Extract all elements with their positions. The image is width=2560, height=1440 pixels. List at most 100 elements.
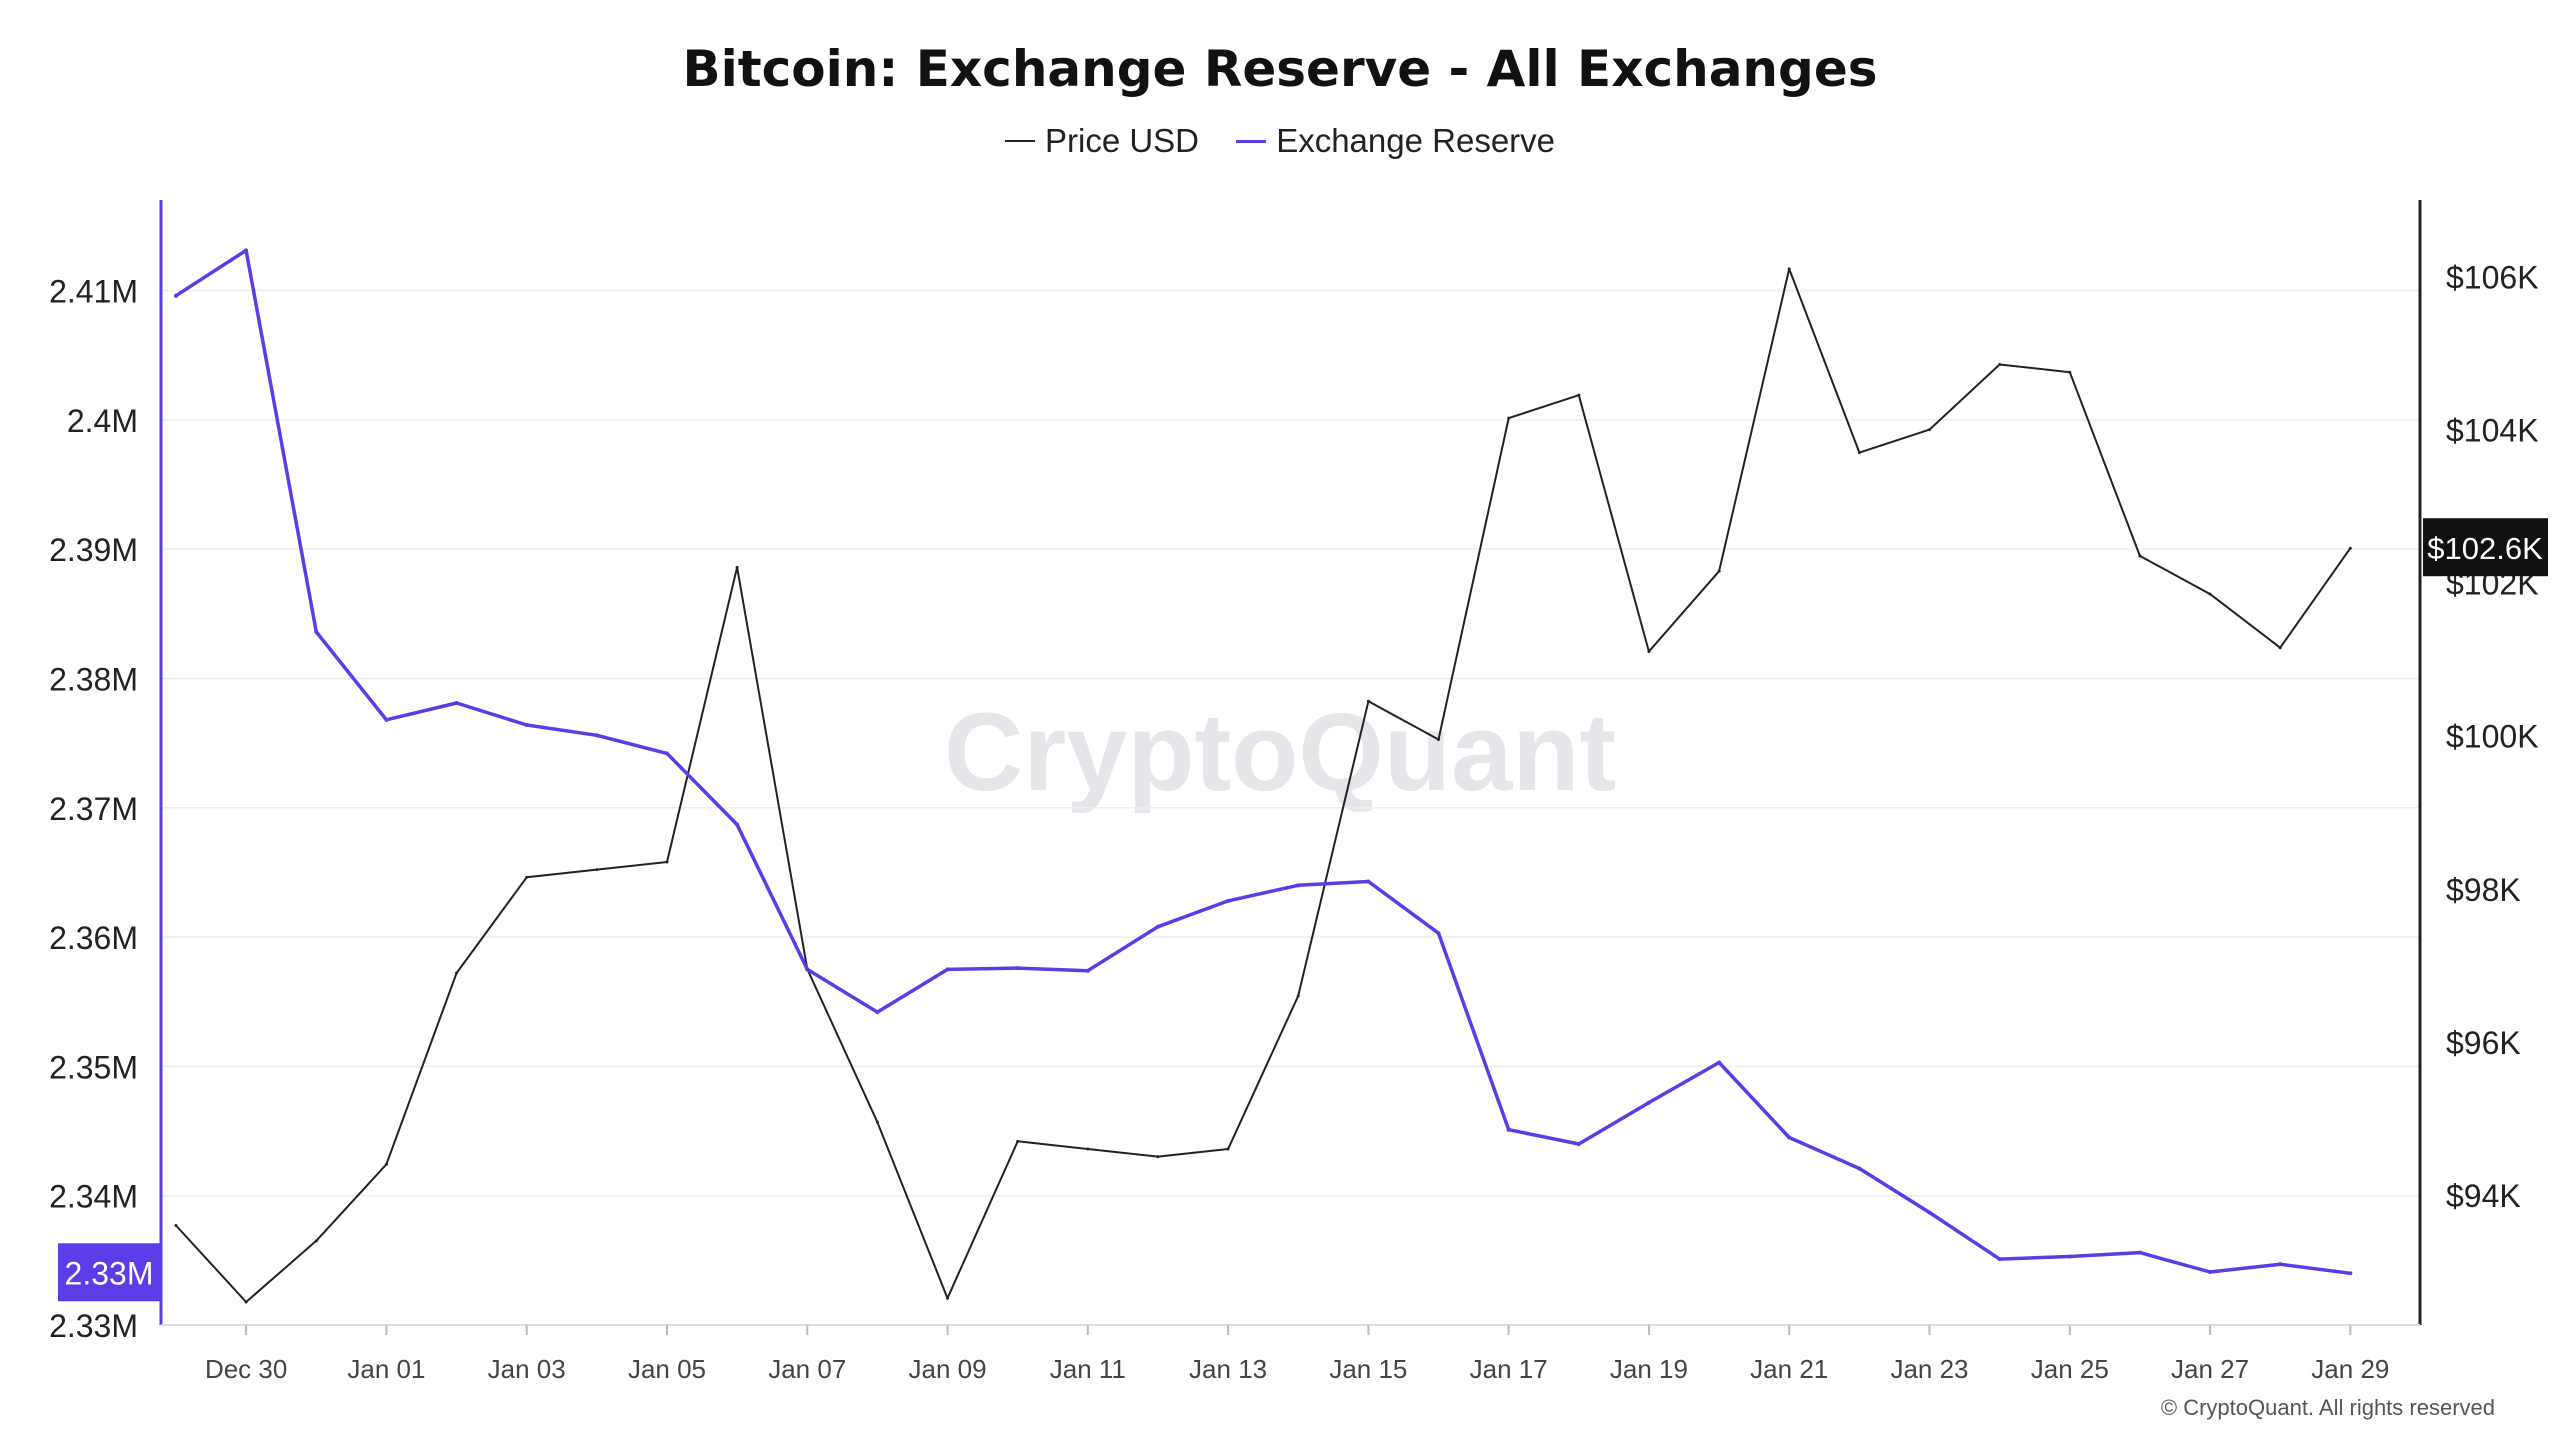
- left-tick-label: 2.36M: [49, 920, 138, 956]
- x-tick-label: Jan 17: [1470, 1354, 1548, 1384]
- price-point: [1156, 1155, 1160, 1159]
- legend-swatch-reserve: [1236, 139, 1267, 143]
- x-tick-label: Jan 19: [1610, 1354, 1688, 1384]
- price-point: [314, 1239, 318, 1243]
- current-reserve-label: 2.33M: [65, 1255, 154, 1291]
- reserve-point: [945, 967, 950, 972]
- reserve-point: [1366, 879, 1371, 884]
- right-tick-label: $96K: [2446, 1025, 2521, 1061]
- x-tick-label: Jan 13: [1189, 1354, 1267, 1384]
- price-point: [455, 971, 459, 975]
- reserve-point: [1717, 1060, 1722, 1065]
- x-tick-label: Dec 30: [205, 1354, 287, 1384]
- reserve-point: [1436, 931, 1441, 936]
- series-lines: [174, 248, 2353, 1304]
- current-price-label: $102.6K: [2427, 531, 2543, 566]
- right-tick-label: $94K: [2446, 1178, 2521, 1214]
- watermark: CryptoQuant: [944, 691, 1616, 814]
- price-point: [595, 868, 599, 872]
- copyright-notice: © CryptoQuant. All rights reserved: [2160, 1395, 2495, 1420]
- reserve-point: [1576, 1141, 1581, 1146]
- reserve-point: [1506, 1127, 1511, 1132]
- x-tick-label: Jan 21: [1750, 1354, 1828, 1384]
- reserve-point: [384, 717, 389, 722]
- x-tick-label: Jan 01: [347, 1354, 425, 1384]
- price-point: [2278, 646, 2282, 650]
- price-point: [1928, 428, 1931, 432]
- x-tick-label: Jan 27: [2171, 1354, 2249, 1384]
- left-tick-label: 2.4M: [67, 403, 138, 439]
- reserve-point: [174, 293, 178, 298]
- reserve-point: [1085, 968, 1090, 973]
- price-point: [2138, 554, 2142, 558]
- reserve-point: [454, 701, 459, 706]
- grid-lines: [161, 289, 2420, 1326]
- price-point: [875, 1120, 879, 1124]
- left-axis-ticks: 2.33M 2.34M 2.35M 2.36M 2.37M 2.38M 2.39M 2.4M 2…: [49, 274, 138, 1344]
- reserve-point: [1857, 1166, 1862, 1171]
- current-reserve-badge: [58, 1243, 161, 1302]
- left-tick-label: 2.34M: [49, 1179, 138, 1215]
- reserve-point: [2208, 1269, 2213, 1274]
- x-tick-label: Jan 03: [488, 1354, 566, 1384]
- reserve-point: [664, 751, 669, 756]
- reserve-point: [594, 733, 599, 738]
- price-point: [1437, 738, 1441, 742]
- right-tick-label: $98K: [2446, 872, 2521, 908]
- price-point: [1226, 1147, 1230, 1151]
- x-tick-label: Jan 07: [768, 1354, 846, 1384]
- price-point: [1717, 569, 1721, 573]
- reserve-point: [1787, 1135, 1792, 1140]
- reserve-point: [1646, 1100, 1651, 1105]
- x-tick-label: Jan 25: [2031, 1354, 2109, 1384]
- price-usd-line: [175, 267, 2352, 1303]
- x-tick-label: Jan 23: [1890, 1354, 1968, 1384]
- reserve-point: [1997, 1257, 2002, 1262]
- left-tick-label: 2.38M: [49, 661, 138, 697]
- price-point: [384, 1162, 388, 1166]
- reserve-point: [1226, 898, 1231, 903]
- legend-item-price[interactable]: Price USD: [1004, 122, 1199, 160]
- reserve-point: [875, 1010, 880, 1015]
- legend-swatch-price: [1004, 140, 1035, 143]
- reserve-point: [2067, 1254, 2072, 1259]
- reserve-point: [524, 723, 529, 727]
- x-tick-label: Jan 11: [1050, 1354, 1126, 1384]
- legend: Price USD Exchange Reserve: [0, 122, 2560, 160]
- reserve-point: [1155, 924, 1160, 929]
- price-point: [525, 875, 529, 879]
- x-tick-label: Jan 09: [909, 1354, 987, 1384]
- price-point: [1787, 267, 1791, 271]
- price-point: [1366, 699, 1370, 703]
- reserve-point: [2278, 1262, 2283, 1267]
- exchange-reserve-line: [175, 248, 2351, 1276]
- current-value-labels: 2.33M $102.6K: [58, 518, 2548, 1302]
- axes: [159, 200, 2422, 1326]
- current-price-badge: [2423, 518, 2548, 577]
- price-point: [1998, 363, 2002, 367]
- price-point: [1086, 1147, 1090, 1151]
- price-point: [174, 1224, 178, 1228]
- right-tick-label: $100K: [2446, 719, 2539, 755]
- price-point: [2068, 370, 2072, 374]
- price-point: [244, 1300, 248, 1304]
- reserve-point: [805, 967, 810, 972]
- price-point: [665, 860, 669, 864]
- right-tick-label: $106K: [2446, 260, 2539, 296]
- left-tick-label: 2.37M: [49, 791, 138, 827]
- right-tick-label: $104K: [2446, 413, 2539, 449]
- chart-title: Bitcoin: Exchange Reserve - All Exchange…: [682, 40, 1878, 98]
- price-point: [1296, 994, 1300, 998]
- legend-item-reserve[interactable]: Exchange Reserve: [1236, 122, 1555, 160]
- x-tick-label: Jan 15: [1329, 1354, 1407, 1384]
- left-tick-label: 2.33M: [49, 1308, 138, 1344]
- x-tick-label: Jan 05: [628, 1354, 706, 1384]
- reserve-point: [2137, 1250, 2142, 1255]
- reserve-point: [735, 822, 740, 827]
- right-axis-ticks: $94K$96K$98K$100K$102K$104K$106K: [2446, 260, 2539, 1214]
- x-tick-label: Jan 29: [2311, 1354, 2389, 1384]
- price-point: [2208, 592, 2212, 596]
- x-axis-ticks: Dec 30 Jan 01 Jan 03 Jan 05 Jan 07 Jan 09 Jan …: [205, 1325, 2389, 1384]
- price-point: [2348, 546, 2352, 550]
